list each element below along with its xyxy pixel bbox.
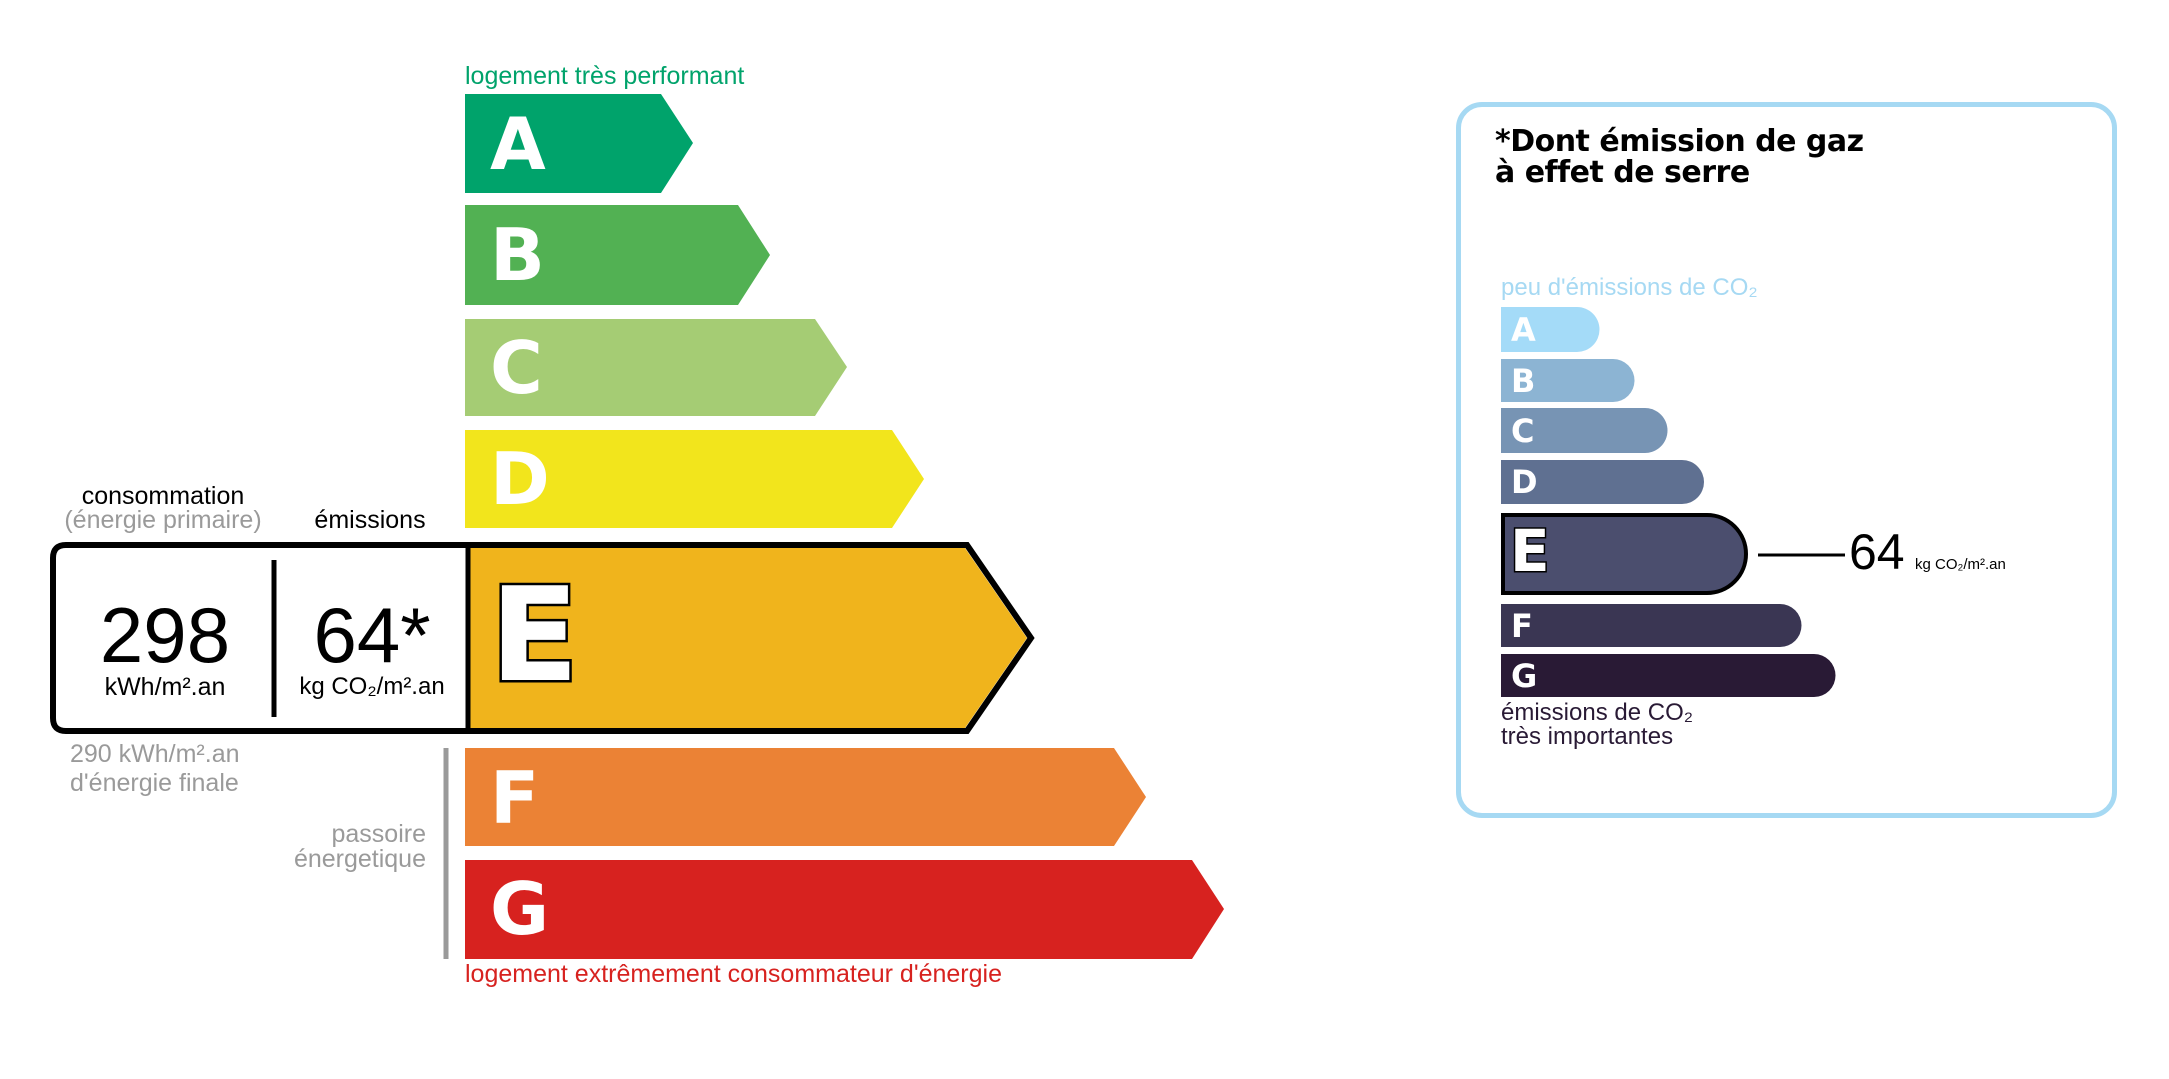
co2-bottom-line1: émissions de CO₂ [1501,699,1694,726]
class-letter-c: C [490,326,543,410]
co2-bottom-line2: très importantes [1501,723,1674,750]
co2-bar-e [1501,513,1748,595]
co2-title-line2: à effet de serre [1495,155,1750,190]
class-letter-f: F [490,756,540,840]
class-letter-g: G [490,867,550,951]
emissions-unit: kg CO₂/m².an [299,673,445,700]
energy-bar-b [465,205,770,305]
consumption-subheader: (énergie primaire) [64,506,262,534]
energy-bar-a [465,94,693,193]
co2-letter-e: E [1509,517,1552,585]
class-letter-a: A [490,102,546,186]
co2-bar-g [1501,654,1836,697]
final-energy-label: d'énergie finale [70,769,239,797]
energy-bar-g [465,860,1224,959]
final-energy-value: 290 kWh/m².an [70,740,240,768]
co2-letter-f: F [1511,607,1533,645]
consumption-value: 298 [99,591,231,679]
class-letter-b: B [490,213,545,297]
emissions-value: 64* [313,591,431,679]
co2-label-panel [1456,102,2117,818]
energy-bar-e [470,548,1027,728]
co2-letter-a: A [1511,311,1536,349]
energy-bar-d [465,430,924,528]
emissions-header: émissions [314,506,426,534]
co2-bar-a [1501,307,1600,352]
passoire-label-line2: énergetique [293,845,426,873]
class-letter-e: E [488,559,582,711]
co2-letter-g: G [1511,657,1538,695]
bottom-label: logement extrêmement consommateur d'éner… [465,960,1002,988]
class-letter-d: D [490,437,550,521]
energy-bar-c [465,319,847,416]
co2-bar-b [1501,359,1635,402]
co2-value: 64 [1849,524,1905,580]
energy-bar-f [465,748,1146,846]
co2-bar-f [1501,604,1802,647]
co2-bar-c [1501,408,1668,453]
co2-letter-c: C [1511,412,1535,450]
co2-letter-d: D [1511,463,1538,501]
consumption-unit: kWh/m².an [104,673,226,701]
co2-title-line1: *Dont émission de gaz [1495,124,1864,159]
top-label: logement très performant [465,62,745,90]
co2-letter-b: B [1511,362,1536,400]
co2-top-label: peu d'émissions de CO₂ [1501,274,1758,301]
consumption-header: consommation [81,482,245,510]
co2-bar-d [1501,460,1704,504]
passoire-label-line1: passoire [331,820,427,848]
co2-unit: kg CO₂/m².an [1915,556,2006,573]
